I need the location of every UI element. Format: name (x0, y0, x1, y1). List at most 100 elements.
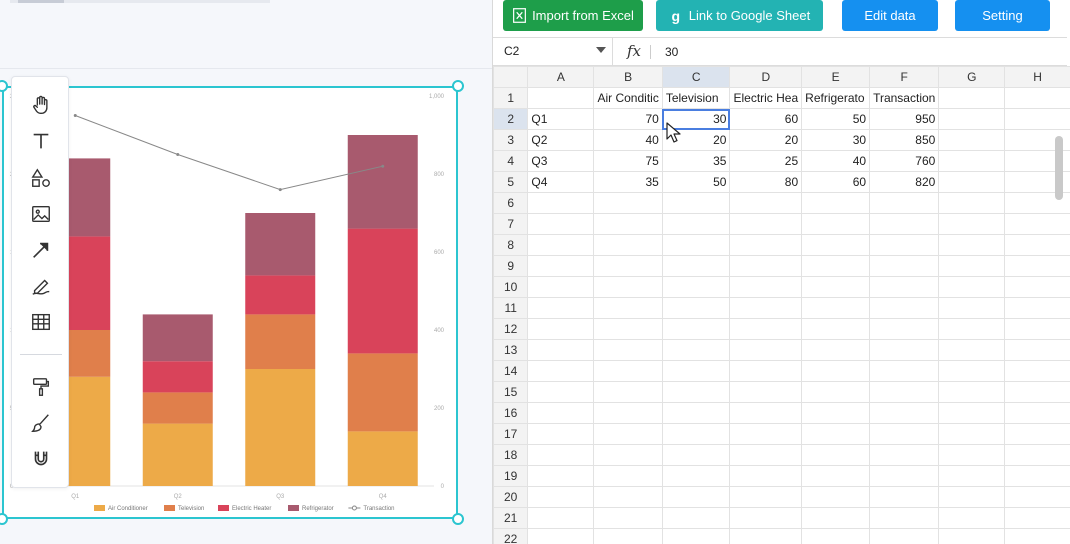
edit-data-button[interactable]: Edit data (842, 0, 938, 31)
column-header-f[interactable]: F (869, 66, 940, 88)
cell-d15[interactable] (729, 381, 803, 403)
cell-g7[interactable] (938, 213, 1006, 235)
cell-f2[interactable]: 950 (869, 108, 940, 130)
cell-a18[interactable] (527, 444, 595, 466)
link-google-sheet-button[interactable]: g Link to Google Sheet (656, 0, 823, 31)
cell-g6[interactable] (938, 192, 1006, 214)
cell-d16[interactable] (729, 402, 803, 424)
cell-b13[interactable] (593, 339, 663, 361)
cell-d17[interactable] (729, 423, 803, 445)
cell-b4[interactable]: 75 (593, 150, 663, 172)
cell-d9[interactable] (729, 255, 803, 277)
cell-c4[interactable]: 35 (661, 150, 731, 172)
cell-g17[interactable] (938, 423, 1006, 445)
cell-a8[interactable] (527, 234, 595, 256)
resize-handle-top-left[interactable] (0, 80, 8, 92)
cell-g9[interactable] (938, 255, 1006, 277)
format-painter-tool[interactable] (26, 373, 56, 401)
cell-c22[interactable] (661, 528, 731, 544)
cell-a22[interactable] (527, 528, 595, 544)
cell-name-box[interactable]: C2 (493, 38, 613, 65)
cell-h14[interactable] (1004, 360, 1070, 382)
row-header[interactable]: 3 (493, 129, 529, 151)
cell-b20[interactable] (593, 486, 663, 508)
cell-d1[interactable]: Electric Hea (729, 87, 803, 109)
row-header[interactable]: 19 (493, 465, 529, 487)
cell-h11[interactable] (1004, 297, 1070, 319)
row-header[interactable]: 21 (493, 507, 529, 529)
cell-b22[interactable] (593, 528, 663, 544)
chart-selection-frame[interactable]: Q1Q2Q3Q4051015202502004006008001,000Air … (2, 86, 458, 519)
cell-f22[interactable] (869, 528, 940, 544)
cell-e9[interactable] (801, 255, 871, 277)
cell-c15[interactable] (661, 381, 731, 403)
cell-g3[interactable] (938, 129, 1006, 151)
cell-c12[interactable] (661, 318, 731, 340)
cell-b11[interactable] (593, 297, 663, 319)
cell-g10[interactable] (938, 276, 1006, 298)
cell-f17[interactable] (869, 423, 940, 445)
cell-f9[interactable] (869, 255, 940, 277)
cell-e1[interactable]: Refrigerato (801, 87, 871, 109)
cell-b5[interactable]: 35 (593, 171, 663, 193)
resize-handle-bottom-left[interactable] (0, 513, 8, 525)
cell-g21[interactable] (938, 507, 1006, 529)
hand-tool[interactable] (26, 91, 56, 119)
cell-f4[interactable]: 760 (869, 150, 940, 172)
cell-g8[interactable] (938, 234, 1006, 256)
cell-h15[interactable] (1004, 381, 1070, 403)
cell-a5[interactable]: Q4 (527, 171, 595, 193)
cell-g14[interactable] (938, 360, 1006, 382)
cell-c5[interactable]: 50 (661, 171, 731, 193)
cell-f8[interactable] (869, 234, 940, 256)
vertical-scrollbar[interactable] (1055, 136, 1063, 200)
cell-f21[interactable] (869, 507, 940, 529)
cell-b10[interactable] (593, 276, 663, 298)
cell-d2[interactable]: 60 (729, 108, 803, 130)
row-header[interactable]: 16 (493, 402, 529, 424)
cell-b12[interactable] (593, 318, 663, 340)
resize-handle-bottom-right[interactable] (452, 513, 464, 525)
column-header-b[interactable]: B (593, 66, 663, 88)
cell-c17[interactable] (661, 423, 731, 445)
cell-a17[interactable] (527, 423, 595, 445)
chevron-down-icon[interactable] (596, 47, 606, 53)
cell-d12[interactable] (729, 318, 803, 340)
cell-c1[interactable]: Television (661, 87, 731, 109)
cell-g4[interactable] (938, 150, 1006, 172)
cell-e13[interactable] (801, 339, 871, 361)
cell-g18[interactable] (938, 444, 1006, 466)
cell-h2[interactable] (1004, 108, 1070, 130)
cell-a16[interactable] (527, 402, 595, 424)
image-tool[interactable] (26, 200, 56, 228)
cell-f11[interactable] (869, 297, 940, 319)
cell-f16[interactable] (869, 402, 940, 424)
cell-d21[interactable] (729, 507, 803, 529)
cell-c19[interactable] (661, 465, 731, 487)
row-header[interactable]: 2 (493, 108, 529, 130)
cell-d20[interactable] (729, 486, 803, 508)
cell-c6[interactable] (661, 192, 731, 214)
cell-b7[interactable] (593, 213, 663, 235)
cell-d6[interactable] (729, 192, 803, 214)
cell-b9[interactable] (593, 255, 663, 277)
cell-d10[interactable] (729, 276, 803, 298)
cell-b1[interactable]: Air Conditic (593, 87, 663, 109)
row-header[interactable]: 14 (493, 360, 529, 382)
cell-d3[interactable]: 20 (729, 129, 803, 151)
cell-b15[interactable] (593, 381, 663, 403)
cell-b2[interactable]: 70 (593, 108, 663, 130)
cell-h13[interactable] (1004, 339, 1070, 361)
cell-d14[interactable] (729, 360, 803, 382)
cell-h18[interactable] (1004, 444, 1070, 466)
cell-b8[interactable] (593, 234, 663, 256)
cell-e18[interactable] (801, 444, 871, 466)
cell-a20[interactable] (527, 486, 595, 508)
row-header[interactable]: 7 (493, 213, 529, 235)
row-header[interactable]: 5 (493, 171, 529, 193)
column-header-g[interactable]: G (938, 66, 1006, 88)
cell-g20[interactable] (938, 486, 1006, 508)
cell-c14[interactable] (661, 360, 731, 382)
row-header[interactable]: 8 (493, 234, 529, 256)
cell-d13[interactable] (729, 339, 803, 361)
